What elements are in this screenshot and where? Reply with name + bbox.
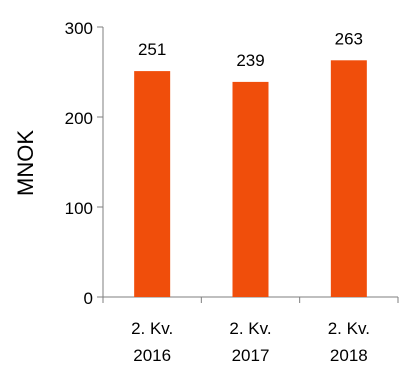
- bar: [330, 60, 367, 297]
- y-tick-label: 300: [65, 19, 93, 38]
- y-axis-title: MNOK: [13, 130, 38, 196]
- x-tick-label: 2. Kv.: [328, 319, 370, 338]
- data-labels: 251 239 263: [138, 29, 363, 70]
- data-label: 239: [236, 51, 264, 70]
- y-tick-label: 200: [65, 109, 93, 128]
- bars: [134, 60, 367, 298]
- x-tick-label: 2. Kv.: [131, 319, 173, 338]
- bar: [232, 81, 269, 298]
- y-tick-label: 0: [84, 289, 93, 308]
- x-tick-label: 2016: [133, 346, 171, 365]
- x-tick-label: 2018: [330, 346, 368, 365]
- x-tick-label: 2017: [232, 346, 270, 365]
- x-tick-label: 2. Kv.: [229, 319, 271, 338]
- bar: [134, 71, 171, 297]
- data-label: 263: [335, 29, 363, 48]
- tick-labels: 0 100 200 300 2. Kv. 2016 2. Kv. 2017 2. Kv. 2018: [65, 19, 370, 365]
- y-tick-label: 100: [65, 199, 93, 218]
- data-label: 251: [138, 40, 166, 59]
